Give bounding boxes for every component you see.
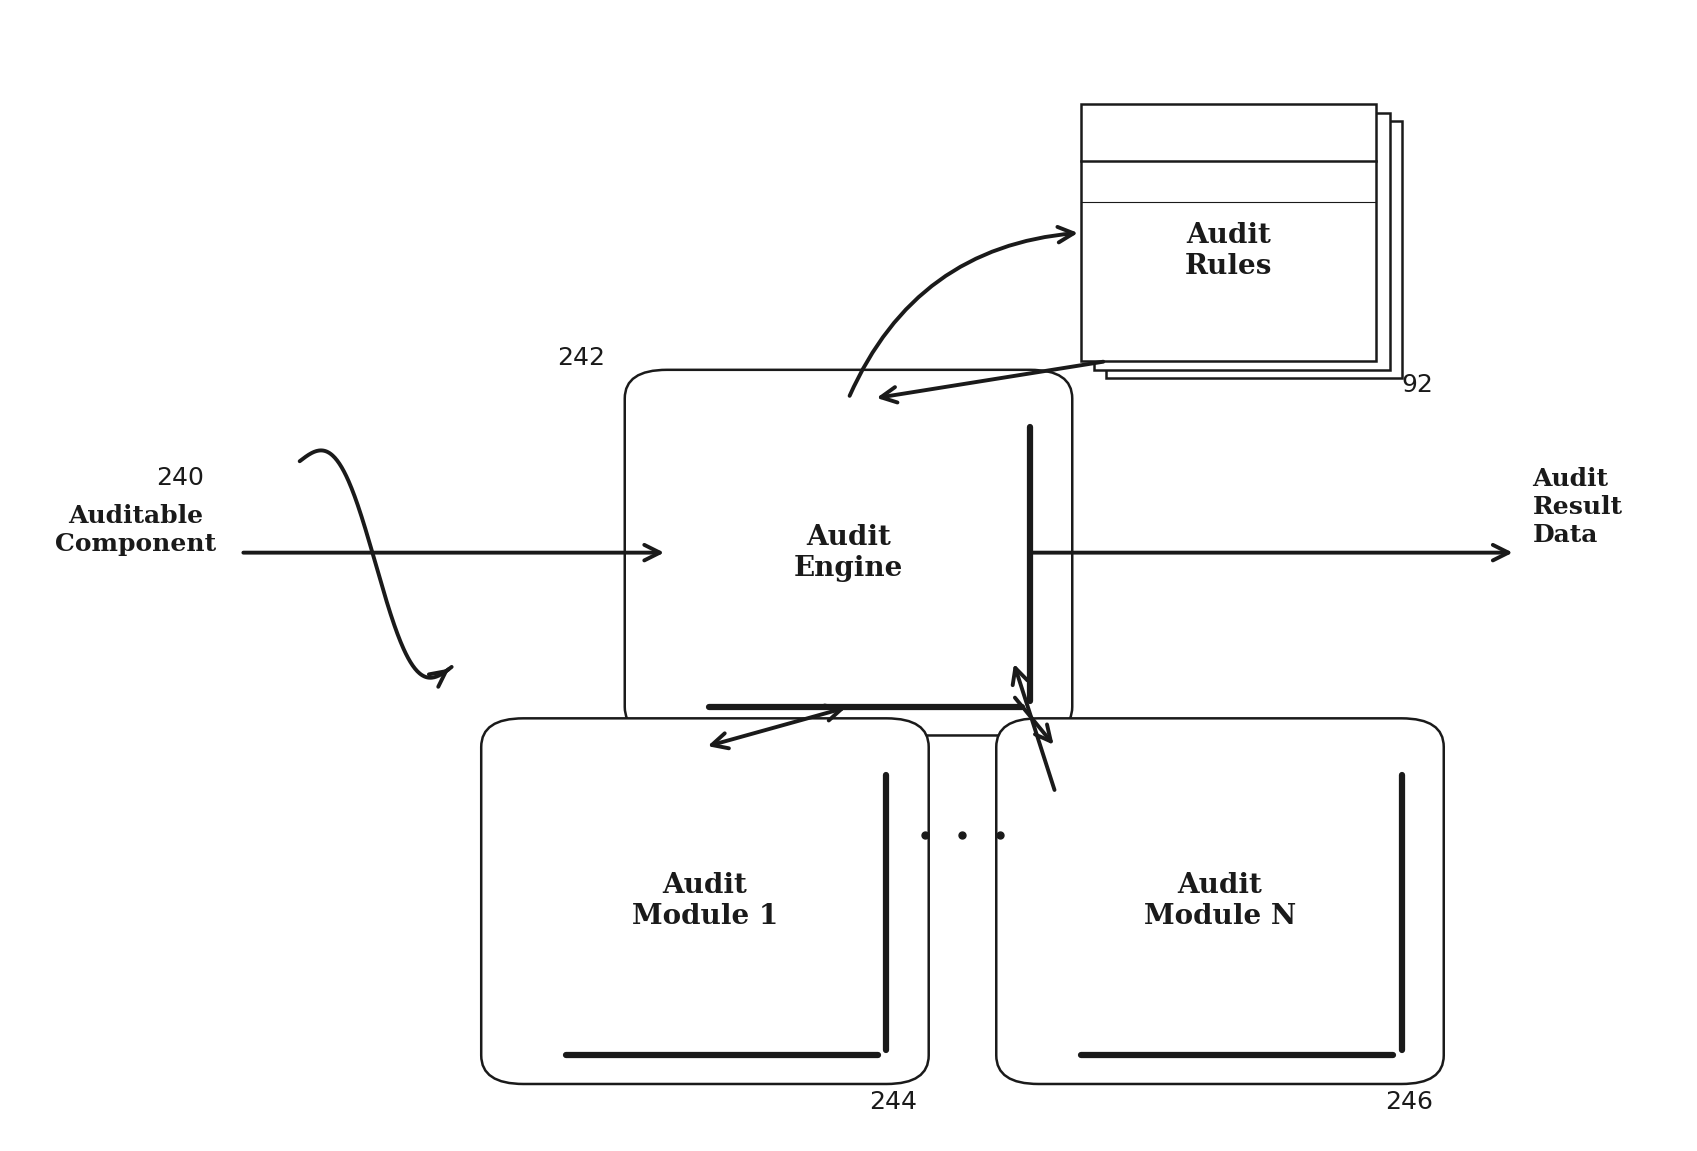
Text: 240: 240: [156, 466, 204, 490]
Text: Audit
Result
Data: Audit Result Data: [1532, 467, 1622, 547]
Text: 242: 242: [557, 345, 606, 369]
FancyBboxPatch shape: [482, 718, 928, 1084]
Text: Audit
Module N: Audit Module N: [1144, 872, 1297, 930]
Bar: [1106, 121, 1402, 379]
FancyBboxPatch shape: [624, 369, 1073, 735]
FancyBboxPatch shape: [996, 718, 1444, 1084]
Text: 244: 244: [869, 1090, 918, 1114]
Text: Audit
Module 1: Audit Module 1: [631, 872, 779, 930]
Text: Audit
Rules: Audit Rules: [1185, 222, 1273, 280]
Text: Audit
Engine: Audit Engine: [794, 524, 903, 581]
Text: 92: 92: [1402, 373, 1434, 397]
Text: Auditable
Component: Auditable Component: [54, 504, 216, 556]
Bar: [1095, 113, 1390, 371]
Bar: [1081, 104, 1376, 361]
Text: 246: 246: [1385, 1090, 1432, 1114]
